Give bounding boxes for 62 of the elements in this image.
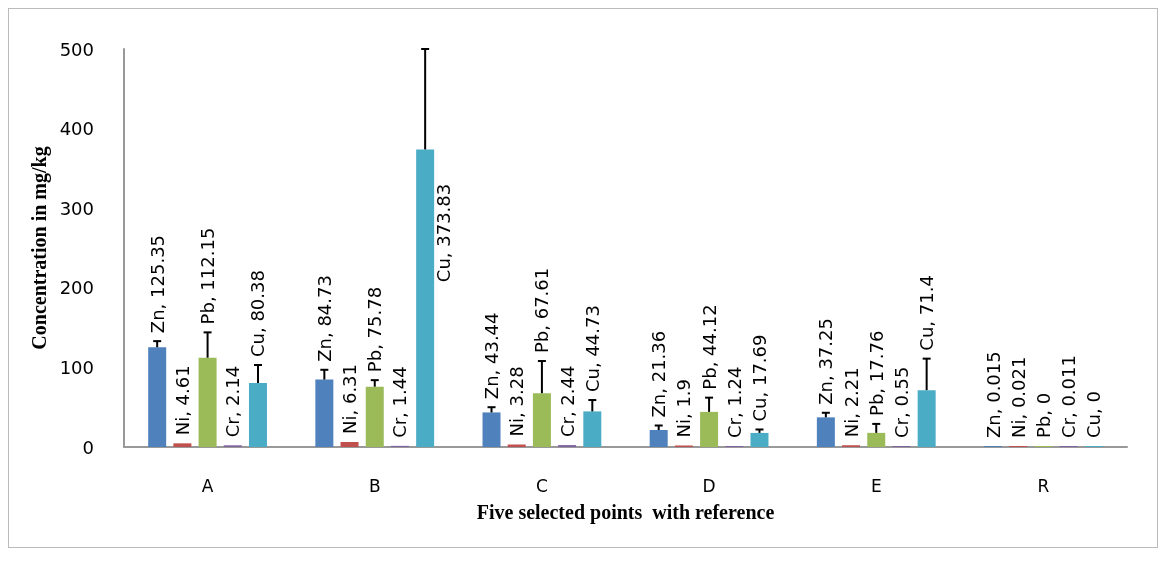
data-label: Cu, 71.4 [916,275,938,351]
y-axis-title: Concentration in mg/kg [27,146,51,350]
bar [315,379,334,447]
data-label: Ni, 4.61 [171,365,193,436]
y-tick-label: 200 [59,277,94,299]
bar [700,411,719,447]
data-label: Cr, 1.44 [389,366,411,438]
data-label: Cu, 80.38 [247,270,269,358]
data-label: Cr, 1.24 [723,366,745,438]
bar [148,347,167,447]
bar [867,432,886,447]
bar [917,390,936,447]
data-label: Pb, 44.12 [698,304,720,390]
data-label: Ni, 0.021 [1007,356,1029,438]
data-label: Pb, 112.15 [197,227,219,325]
bar [198,357,217,447]
bar [750,432,769,447]
y-tick-label: 100 [59,356,94,378]
bar [816,417,835,447]
bar [532,393,551,447]
data-label: Cu, 44.73 [581,305,603,393]
data-label: Cr, 0.011 [1058,355,1080,438]
x-tick-label: A [201,475,214,496]
y-tick-label: 500 [59,38,94,60]
data-label: Cu, 373.83 [432,183,454,294]
bar [248,383,267,447]
y-tick-label: 300 [59,197,94,219]
y-tick-label: 0 [82,436,94,458]
x-tick-label: B [368,475,381,496]
data-label: Zn, 21.36 [648,330,670,418]
data-label: Cr, 0.55 [890,366,912,438]
bar [416,149,435,447]
y-tick-label: 400 [59,118,94,140]
bar [507,444,526,447]
bar [583,411,602,447]
bar [340,441,359,447]
data-label: Pb, 75.78 [364,286,386,373]
data-label: Ni, 2.21 [840,367,862,438]
data-label: Zn, 84.73 [313,275,335,362]
x-tick-label: D [702,475,716,496]
data-label: Ni, 1.9 [673,378,695,438]
data-label: Cr, 2.44 [556,365,578,438]
bar [365,386,384,447]
data-label: Zn, 0.015 [982,351,1004,438]
data-label: Pb, 67.61 [531,267,553,354]
data-label: Pb, 17.76 [865,330,887,416]
data-label: Ni, 3.28 [506,366,528,437]
data-label: Pb, 0 [1032,392,1054,438]
x-axis-title: Five selected points with reference [476,501,775,524]
data-label: Cr, 2.14 [222,365,244,438]
x-tick-label: C [535,475,548,496]
data-label: Zn, 43.44 [481,312,503,400]
data-label: Zn, 37.25 [815,318,837,405]
bar [173,443,192,447]
x-tick-label: R [1037,475,1050,496]
bar [649,430,668,447]
data-label: Ni, 6.31 [339,363,361,434]
bar [482,412,501,447]
data-label: Zn, 125.35 [146,234,168,334]
data-label: Cu, 0 [1083,391,1105,438]
x-tick-label: E [870,475,882,496]
data-label: Cu, 17.69 [748,334,770,422]
